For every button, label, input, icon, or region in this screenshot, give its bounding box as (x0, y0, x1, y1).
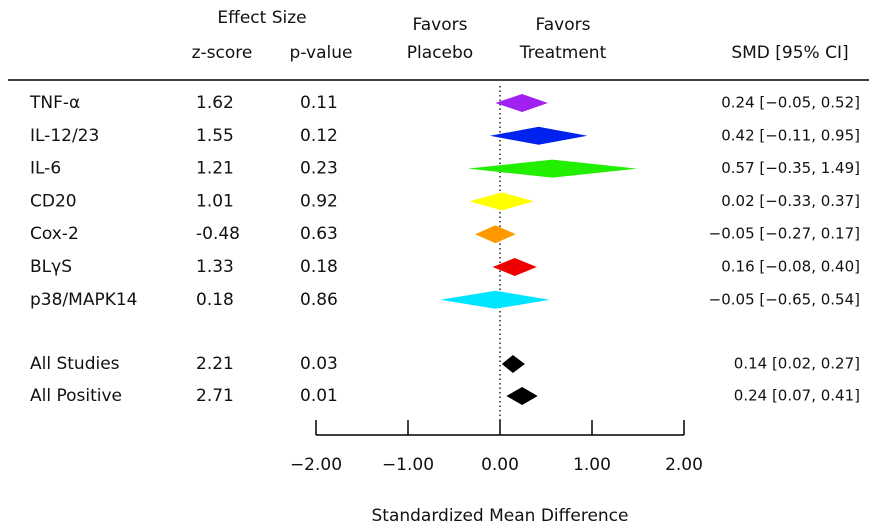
p-value: 0.63 (300, 224, 338, 244)
z-score: 0.18 (196, 290, 234, 310)
z-score: 1.21 (196, 159, 234, 179)
smd-label: −0.05 [−0.27, 0.17] (709, 225, 860, 243)
header-favors-placebo: Favors (413, 15, 468, 35)
smd-label: 0.42 [−0.11, 0.95] (721, 126, 860, 144)
p-value: 0.23 (300, 159, 338, 179)
row-label: CD20 (30, 191, 77, 211)
effect-diamond (467, 159, 638, 178)
header-p-value: p-value (290, 43, 353, 63)
smd-label: 0.16 [−0.08, 0.40] (721, 258, 860, 276)
z-score: 2.71 (196, 386, 234, 406)
z-score: 2.21 (196, 354, 234, 374)
p-value: 0.18 (300, 257, 338, 277)
effect-diamond (469, 192, 535, 211)
z-score: 1.55 (196, 126, 234, 146)
x-tick-label: 1.00 (573, 455, 611, 475)
effect-diamond (495, 94, 548, 112)
p-value: 0.11 (300, 93, 338, 113)
header-favors-treatment: Favors (536, 15, 591, 35)
z-score: 1.62 (196, 93, 234, 113)
smd-label: 0.24 [−0.05, 0.52] (721, 94, 860, 112)
row-label: All Positive (30, 386, 122, 406)
effect-diamond (506, 387, 538, 405)
row-label: BLγS (30, 257, 72, 277)
z-score: -0.48 (196, 224, 240, 244)
z-score: 1.33 (196, 257, 234, 277)
row-label: p38/MAPK14 (30, 290, 137, 310)
row-label: Cox-2 (30, 224, 79, 244)
p-value: 0.86 (300, 290, 338, 310)
effect-diamond (501, 355, 525, 373)
smd-label: 0.02 [−0.33, 0.37] (721, 192, 860, 210)
effect-diamond (440, 290, 550, 309)
smd-label: 0.14 [0.02, 0.27] (734, 355, 860, 373)
p-value: 0.01 (300, 386, 338, 406)
smd-label: 0.24 [0.07, 0.41] (734, 387, 860, 405)
header-effect-size: Effect Size (217, 8, 306, 28)
x-tick-label: 0.00 (481, 455, 519, 475)
header-favors-treatment: Treatment (519, 43, 607, 63)
row-label: All Studies (30, 354, 120, 374)
x-tick-label: 2.00 (665, 455, 703, 475)
x-tick-label: −2.00 (290, 455, 342, 475)
effect-diamond (492, 258, 537, 276)
row-label: IL-12/23 (30, 126, 99, 146)
p-value: 0.92 (300, 191, 338, 211)
header-favors-placebo: Placebo (407, 43, 473, 63)
effect-diamond (489, 126, 588, 145)
x-tick-label: −1.00 (382, 455, 434, 475)
p-value: 0.03 (300, 354, 338, 374)
x-axis-label: Standardized Mean Difference (371, 506, 628, 526)
header-smd: SMD [95% CI] (731, 43, 848, 63)
row-label: IL-6 (30, 159, 61, 179)
z-score: 1.01 (196, 191, 234, 211)
p-value: 0.12 (300, 126, 338, 146)
effect-diamond (475, 225, 516, 244)
header-z-score: z-score (192, 43, 253, 63)
smd-label: −0.05 [−0.65, 0.54] (709, 290, 860, 308)
row-label: TNF-α (29, 93, 80, 113)
smd-label: 0.57 [−0.35, 1.49] (721, 159, 860, 177)
